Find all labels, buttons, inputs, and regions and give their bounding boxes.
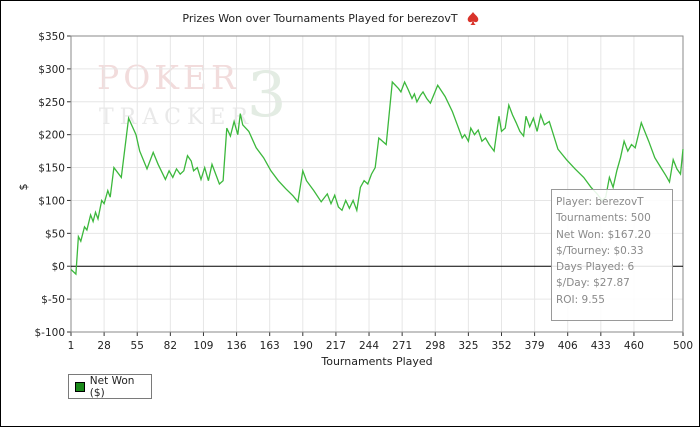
x-tick-label: 217 xyxy=(326,340,346,352)
y-axis-title: $ xyxy=(17,184,30,191)
grid-lines xyxy=(71,36,683,332)
stat-player: Player: berezovT xyxy=(556,196,644,208)
stat-net-won: Net Won: $167.20 xyxy=(556,228,651,241)
y-tick-label: $200 xyxy=(38,130,65,142)
x-tick-label: 244 xyxy=(359,340,379,352)
stat-days-played: Days Played: 6 xyxy=(556,261,635,274)
legend-label: Net Won ($) xyxy=(89,374,135,399)
chart-title: Prizes Won over Tournaments Played for b… xyxy=(182,12,458,25)
x-tick-label: 379 xyxy=(525,340,545,352)
x-tick-label: 163 xyxy=(260,340,280,352)
player-stats-box: Player: berezovT Tournaments: 500 Net Wo… xyxy=(551,189,673,321)
x-tick-label: 190 xyxy=(293,340,313,352)
x-tick-label: 28 xyxy=(97,340,110,352)
tick-labels: 1 28 55 82 109 136 163 190 217 244 271 298 325 352 379… xyxy=(34,31,693,352)
y-tick-label: $50 xyxy=(45,228,65,240)
x-tick-label: 271 xyxy=(392,340,412,352)
x-tick-label: 298 xyxy=(425,340,445,352)
stat-per-day: $/Day: $27.87 xyxy=(556,277,630,290)
y-tick-label: $250 xyxy=(38,97,65,109)
x-tick-label: 82 xyxy=(164,340,177,352)
watermark-line2: TRACKER xyxy=(99,105,254,130)
x-tick-label: 55 xyxy=(131,340,144,352)
x-tick-label: 109 xyxy=(193,340,213,352)
x-axis-title: Tournaments Played xyxy=(320,355,432,368)
y-tick-label: $100 xyxy=(38,195,65,207)
net-won-series-line xyxy=(70,80,684,276)
x-tick-label: 325 xyxy=(458,340,478,352)
x-tick-label: 500 xyxy=(673,340,693,352)
y-tick-label: $-100 xyxy=(34,327,65,339)
y-tick-label: $150 xyxy=(38,163,65,175)
plot-area-border xyxy=(70,35,684,333)
y-tick-label: $300 xyxy=(38,64,65,76)
spade-icon xyxy=(467,12,479,25)
watermark-line1: POKER xyxy=(97,58,240,97)
poker-tracker-watermark: POKER TRACKER 3 xyxy=(97,58,286,131)
legend-swatch xyxy=(75,381,85,392)
x-tick-label: 406 xyxy=(558,340,578,352)
x-tick-label: 433 xyxy=(591,340,611,352)
watermark-mark: 3 xyxy=(247,58,286,131)
y-tick-label: $-50 xyxy=(41,294,65,306)
y-tick-label: $0 xyxy=(52,261,65,273)
legend: Net Won ($) xyxy=(68,374,152,399)
x-tick-label: 1 xyxy=(68,340,75,352)
x-tick-label: 352 xyxy=(491,340,511,352)
y-tick-label: $350 xyxy=(38,31,65,43)
x-tick-label: 460 xyxy=(624,340,644,352)
stat-tournaments: Tournaments: 500 xyxy=(556,212,651,225)
x-tick-label: 136 xyxy=(227,340,247,352)
stat-per-tourney: $/Tourney: $0.33 xyxy=(556,244,644,257)
stat-roi: ROI: 9.55 xyxy=(556,293,605,306)
